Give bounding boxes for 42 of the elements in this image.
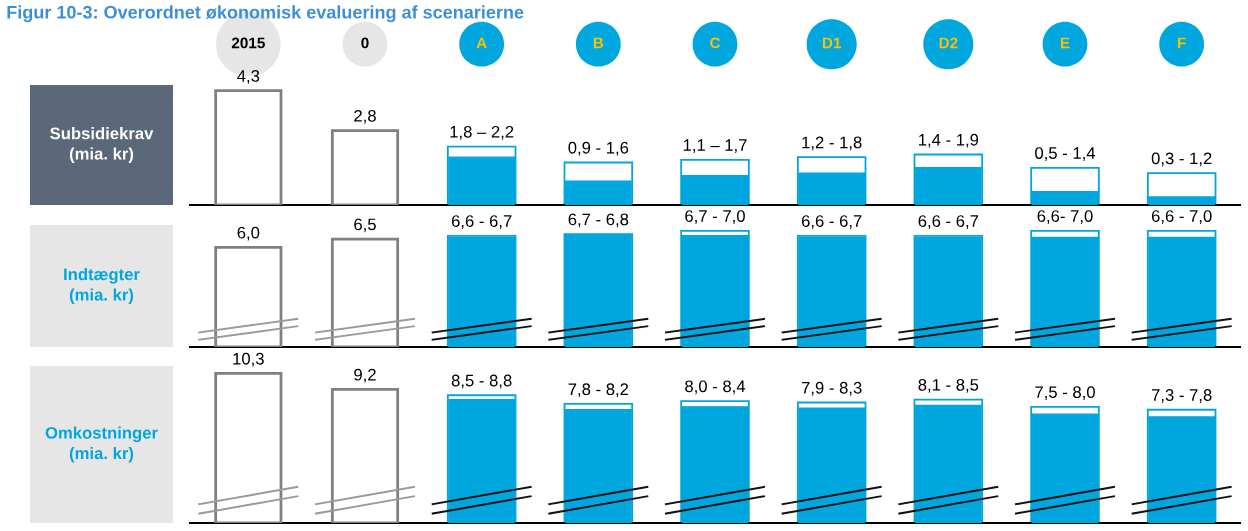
y-axis-title: Omkostninger (mia. kr) [45, 426, 158, 463]
bar [330, 237, 400, 347]
bar [214, 246, 283, 347]
y-axis-title: Indtægter (mia. kr) [64, 268, 140, 304]
data-label: 8,0 - 8,4 [685, 380, 746, 395]
data-label: 6,6 - 7,0 [1151, 210, 1212, 224]
chart-title: Figur 10-3: Overordnet økonomisk evaluering af scenarierne [7, 5, 524, 23]
data-label: 1,1 – 1,7 [683, 139, 747, 153]
data-label: 9,2 [354, 368, 376, 383]
data-label: 1,2 - 1,8 [802, 136, 862, 151]
data-label: 0,5 - 1,4 [1035, 147, 1096, 161]
x-tick-label: D1 [822, 37, 842, 49]
x-tick-label: C [710, 37, 721, 49]
data-label: 8,5 - 8,8 [451, 374, 512, 389]
data-label: 10,3 [233, 352, 264, 367]
data-label: 0,3 - 1,2 [1151, 152, 1212, 167]
x-tick-label: E [1060, 37, 1070, 49]
x-tick-label: B [593, 37, 604, 49]
data-label: 6,6 - 6,7 [918, 215, 979, 229]
data-label: 7,8 - 8,2 [568, 383, 629, 398]
data-label: 6,7 - 7,0 [685, 210, 745, 224]
data-label: 6,6 - 6,7 [801, 215, 862, 229]
data-label: 1,8 – 2,2 [450, 125, 514, 140]
data-label: 7,5 - 8,0 [1035, 386, 1095, 400]
data-label: 8,1 - 8,5 [918, 378, 979, 393]
data-label: 1,4 - 1,9 [919, 133, 979, 148]
x-tick-label: A [476, 37, 487, 49]
data-label: 6,7 - 6,8 [568, 213, 629, 228]
data-label: 6,0 [237, 226, 260, 241]
data-label: 2,8 [354, 109, 376, 124]
x-tick-label: D2 [939, 37, 958, 49]
data-label: 0,9 - 1,6 [568, 141, 629, 156]
x-tick-label: F [1178, 37, 1186, 49]
data-label: 7,9 - 8,3 [801, 381, 862, 396]
data-label: 6,6 - 6,7 [451, 215, 512, 229]
data-label: 4,3 [237, 70, 260, 84]
data-label: 6,6- 7,0 [1037, 210, 1093, 224]
x-tick-label: 2015 [231, 37, 265, 49]
data-label: 7,3 - 7,8 [1151, 389, 1212, 403]
x-tick-label: 0 [361, 37, 369, 49]
y-axis-title: Subsidiekrav (mia. kr) [50, 127, 154, 163]
data-label: 6,5 [354, 218, 376, 233]
